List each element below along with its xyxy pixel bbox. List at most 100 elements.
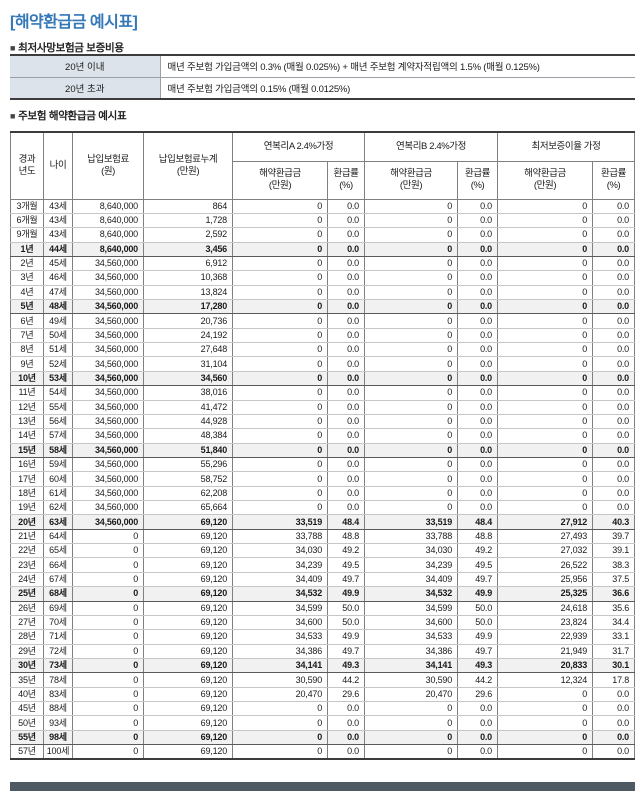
- table-cell: 39.7: [592, 528, 635, 545]
- table-cell: 69,120: [143, 643, 233, 660]
- table-cell: 13,824: [143, 284, 233, 301]
- table-cell: 15년: [10, 442, 44, 458]
- table-cell: 0.0: [327, 255, 365, 272]
- table-cell: 0.0: [592, 729, 635, 746]
- table-cell: 49.2: [327, 543, 365, 559]
- table-row: 57년 100세 0 69,120 0 0.0 0 0.0 0 0.0: [10, 744, 635, 760]
- table-row: 12년 55세 34,560,000 41,472 0 0.0 0 0.0 0 0.0: [10, 399, 635, 415]
- table-cell: 49.7: [327, 571, 365, 588]
- table-cell: 0.0: [327, 442, 365, 458]
- table-row: 45년 88세 0 69,120 0 0.0 0 0.0 0 0.0: [10, 701, 635, 717]
- table-cell: 0: [364, 284, 458, 301]
- table-cell: 0.0: [592, 356, 635, 372]
- table-row: 6년 49세 34,560,000 20,736 0 0.0 0 0.0 0 0.0: [10, 313, 635, 329]
- table-cell: 0: [72, 557, 144, 573]
- table-cell: 26년: [10, 600, 44, 616]
- table-cell: 65,664: [143, 500, 233, 516]
- table-cell: 33,519: [232, 514, 328, 530]
- table-row: 1년 44세 8,640,000 3,456 0 0.0 0 0.0 0 0.0: [10, 241, 635, 257]
- table-cell: 0: [497, 744, 593, 760]
- table-cell: 49.3: [457, 657, 498, 674]
- table-cell: 0: [232, 356, 328, 372]
- table-cell: 0.0: [457, 428, 498, 444]
- table-cell: 3개월: [10, 198, 44, 214]
- square-bullet-icon: ■: [10, 43, 16, 53]
- table-cell: 44세: [43, 241, 73, 257]
- col-header-premium: 납입보험료 (원): [72, 131, 144, 200]
- table-cell: 0: [497, 327, 593, 344]
- table-cell: 6개월: [10, 212, 44, 229]
- table-cell: 0: [364, 715, 458, 731]
- table-cell: 0.0: [457, 413, 498, 430]
- table-cell: 0: [364, 313, 458, 329]
- table-cell: 8년: [10, 342, 44, 358]
- sub-header-refund-min: 해약환급금 (만원): [497, 160, 593, 200]
- table-cell: 0.0: [592, 744, 635, 760]
- table-cell: 0: [364, 399, 458, 415]
- table-cell: 69,120: [143, 614, 233, 631]
- table-cell: 3,456: [143, 241, 233, 257]
- table-cell: 72세: [43, 643, 73, 660]
- table-cell: 49.7: [457, 643, 498, 660]
- table-cell: 22,939: [497, 629, 593, 645]
- table-cell: 9년: [10, 356, 44, 372]
- table-cell: 57년: [10, 744, 44, 760]
- table-cell: 0: [497, 270, 593, 286]
- table-cell: 0.0: [327, 729, 365, 746]
- table-cell: 0.0: [592, 198, 635, 214]
- table-cell: 0.0: [457, 442, 498, 458]
- table-cell: 0: [497, 241, 593, 257]
- sub-header-refund-a: 해약환급금 (만원): [232, 160, 328, 200]
- table-cell: 1,728: [143, 212, 233, 229]
- sub-header-rate-min: 환급률 (%): [592, 160, 635, 200]
- table-cell: 0: [72, 600, 144, 616]
- table-cell: 0: [497, 442, 593, 458]
- table-cell: 34,560,000: [72, 284, 144, 301]
- table-cell: 0.0: [457, 284, 498, 301]
- table-row: 3년 46세 34,560,000 10,368 0 0.0 0 0.0 0 0.0: [10, 270, 635, 286]
- table-cell: 21,949: [497, 643, 593, 660]
- table-cell: 0.0: [592, 385, 635, 401]
- table-cell: 0: [72, 686, 144, 703]
- table-cell: 0: [364, 428, 458, 444]
- table-cell: 69,120: [143, 586, 233, 602]
- table-cell: 0: [72, 657, 144, 674]
- table-cell: 23,824: [497, 614, 593, 631]
- table-cell: 0.0: [592, 715, 635, 731]
- main-table-body: 3개월 43세 8,640,000 864 0 0.0 0 0.0 0 0.0 6개월 43세 8,64…: [10, 198, 635, 760]
- table-cell: 0: [232, 370, 328, 387]
- table-cell: 0: [497, 500, 593, 516]
- table-cell: 0.0: [327, 500, 365, 516]
- table-cell: 0: [364, 701, 458, 717]
- table-cell: 0: [497, 255, 593, 272]
- table-cell: 30,590: [232, 672, 328, 688]
- table-cell: 69,120: [143, 543, 233, 559]
- table-cell: 0.0: [327, 370, 365, 387]
- table-cell: 0.0: [327, 385, 365, 401]
- table-cell: 0.0: [457, 342, 498, 358]
- table-cell: 40.3: [592, 514, 635, 530]
- table-cell: 34,560,000: [72, 255, 144, 272]
- table-cell: 49.9: [457, 629, 498, 645]
- table-cell: 22년: [10, 543, 44, 559]
- table-cell: 50세: [43, 327, 73, 344]
- table-cell: 34,600: [232, 614, 328, 631]
- table-cell: 69,120: [143, 557, 233, 573]
- table-row: 23년 66세 0 69,120 34,239 49.5 34,239 49.5 26,522 3…: [10, 557, 635, 573]
- table-cell: 0.0: [327, 198, 365, 214]
- table-cell: 34,560,000: [72, 428, 144, 444]
- table-cell: 34,599: [232, 600, 328, 616]
- table-cell: 31,104: [143, 356, 233, 372]
- table-cell: 40년: [10, 686, 44, 703]
- table-cell: 0: [232, 284, 328, 301]
- table-cell: 88세: [43, 701, 73, 717]
- table-cell: 0.0: [592, 471, 635, 487]
- guarantee-cost-table: 20년 이내 매년 주보험 가입금액의 0.3% (매월 0.025%) + 매…: [10, 54, 635, 100]
- table-cell: 0.0: [327, 327, 365, 344]
- table-row: 19년 62세 34,560,000 65,664 0 0.0 0 0.0 0 0.0: [10, 500, 635, 516]
- table-cell: 35.6: [592, 600, 635, 616]
- table-cell: 0: [497, 715, 593, 731]
- table-cell: 0: [232, 428, 328, 444]
- table-row: 9개월 43세 8,640,000 2,592 0 0.0 0 0.0 0 0.0: [10, 227, 635, 243]
- table-cell: 44.2: [457, 672, 498, 688]
